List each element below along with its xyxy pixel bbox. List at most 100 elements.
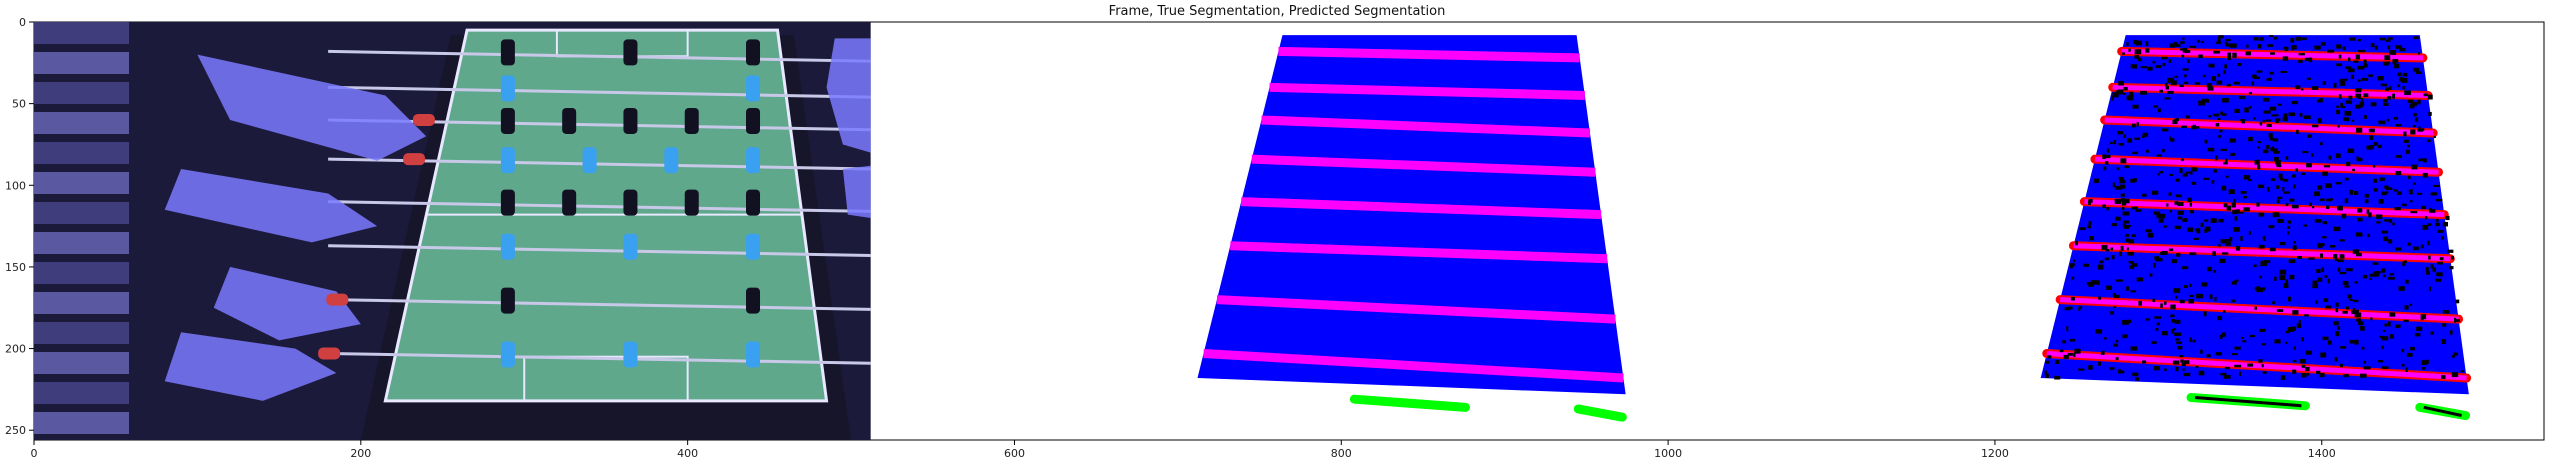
segmentation-noise	[2342, 310, 2348, 314]
segmentation-noise	[2343, 117, 2350, 122]
segmentation-noise	[2134, 137, 2140, 140]
segmentation-noise	[2045, 360, 2050, 364]
segmentation-noise	[2128, 239, 2135, 244]
segmentation-noise	[2207, 86, 2214, 91]
segmentation-noise	[2382, 99, 2388, 103]
segmentation-noise	[2454, 319, 2460, 322]
segmentation-noise	[2254, 306, 2257, 310]
segmentation-noise	[2352, 249, 2360, 254]
segmentation-noise	[2183, 285, 2188, 289]
segmentation-noise	[2385, 87, 2390, 91]
segmentation-noise	[2322, 236, 2327, 239]
segmentation-noise	[2191, 125, 2195, 130]
segmentation-noise	[2189, 252, 2197, 256]
segmentation-noise	[2295, 168, 2299, 172]
frame-stack-item	[34, 352, 129, 374]
segmentation-noise	[2379, 37, 2387, 41]
frame-player	[500, 147, 515, 174]
segmentation-noise	[2405, 367, 2408, 372]
segmentation-noise	[2098, 361, 2101, 366]
segmentation-noise	[2426, 139, 2431, 143]
segmentation-noise	[2428, 286, 2432, 292]
segmentation-noise	[2378, 144, 2382, 149]
segmentation-noise	[2322, 171, 2328, 176]
segmentation-noise	[2177, 210, 2184, 215]
segmentation-noise	[2418, 126, 2421, 130]
x-tick-label: 0	[31, 447, 38, 460]
segmentation-noise	[2406, 352, 2413, 357]
frame-stack-item	[34, 322, 129, 344]
segmentation-noise	[2336, 109, 2341, 115]
segmentation-noise	[2346, 161, 2351, 167]
segmentation-noise	[2064, 307, 2071, 311]
segmentation-noise	[2199, 349, 2203, 354]
segmentation-noise	[2221, 332, 2226, 337]
segmentation-noise	[2309, 202, 2312, 206]
frame-player	[500, 287, 515, 314]
segmentation-noise	[2340, 81, 2346, 86]
segmentation-noise	[2333, 83, 2337, 88]
segmentation-noise	[2342, 280, 2349, 286]
segmentation-noise	[2251, 81, 2255, 86]
segmentation-noise	[2296, 323, 2302, 329]
segmentation-noise	[2243, 207, 2250, 212]
segmentation-noise	[2370, 102, 2377, 107]
segmentation-noise	[2111, 96, 2114, 101]
segmentation-noise	[2344, 285, 2350, 288]
segmentation-noise	[2183, 360, 2190, 364]
segmentation-noise	[2220, 372, 2227, 376]
segmentation-noise	[2126, 95, 2134, 101]
segmentation-noise	[2341, 105, 2346, 109]
segmentation-noise	[2276, 185, 2280, 189]
segmentation-noise	[2317, 277, 2323, 282]
frame-player	[623, 233, 638, 260]
segmentation-noise	[2374, 45, 2378, 50]
segmentation-noise	[2126, 138, 2133, 143]
segmentation-noise	[2285, 330, 2290, 334]
segmentation-rod	[1241, 197, 1602, 220]
segmentation-noise	[2258, 212, 2265, 217]
segmentation-noise	[2199, 101, 2205, 105]
segmentation-noise	[2220, 111, 2224, 115]
segmentation-noise	[2288, 259, 2296, 264]
segmentation-noise	[2384, 219, 2391, 222]
frame-stack-item	[34, 172, 129, 194]
segmentation-noise	[2346, 268, 2353, 272]
segmentation-noise	[2270, 147, 2273, 152]
segmentation-noise	[2208, 63, 2215, 68]
segmentation-noise	[2083, 263, 2089, 267]
segmentation-noise	[2344, 198, 2349, 204]
frame-player	[746, 189, 761, 216]
segmentation-noise	[2132, 372, 2139, 377]
segmentation-noise	[2292, 174, 2296, 178]
segmentation-noise	[2116, 167, 2120, 170]
segmentation-noise	[2356, 318, 2361, 322]
segmentation-noise	[2285, 279, 2289, 284]
segmentation-noise	[2420, 205, 2426, 210]
frame-handle	[403, 153, 426, 166]
segmentation-noise	[2354, 281, 2358, 284]
segmentation-noise	[2213, 269, 2216, 273]
segmentation-noise	[2422, 172, 2428, 178]
segmentation-noise	[2121, 198, 2125, 203]
segmentation-noise	[2227, 57, 2232, 60]
frame-stack-item	[34, 292, 129, 314]
segmentation-noise	[2219, 258, 2226, 264]
segmentation-noise	[2189, 202, 2193, 207]
segmentation-noise	[2340, 102, 2344, 108]
segmentation-rod	[2112, 84, 2429, 98]
segmentation-noise	[2403, 260, 2407, 263]
segmentation-noise	[2175, 295, 2178, 299]
segmentation-noise	[2390, 334, 2394, 339]
segmentation-noise	[2357, 65, 2365, 70]
segmentation-noise	[2182, 368, 2185, 371]
segmentation-noise	[2242, 340, 2247, 343]
segmentation-noise	[2296, 129, 2299, 134]
segmentation-noise	[2231, 353, 2238, 356]
segmentation-noise	[2427, 94, 2433, 100]
panel-frame	[34, 22, 871, 440]
segmentation-noise	[2329, 198, 2333, 201]
segmentation-noise	[2283, 283, 2289, 288]
segmentation-noise	[2235, 279, 2239, 282]
segmentation-noise	[2233, 280, 2237, 285]
